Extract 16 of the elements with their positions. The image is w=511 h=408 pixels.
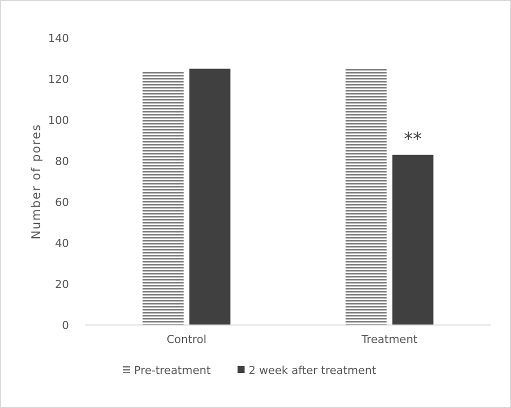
- bar: [189, 68, 230, 325]
- legend-label: 2 week after treatment: [248, 364, 377, 377]
- x-tick-label: Control: [166, 333, 206, 346]
- y-tick-label: 60: [55, 196, 69, 209]
- y-tick-label: 100: [48, 114, 69, 127]
- bar: [392, 154, 434, 325]
- y-tick-label: 0: [62, 318, 69, 332]
- y-tick-label: 140: [48, 32, 69, 45]
- y-tick-label: 40: [55, 236, 69, 250]
- y-tick-label: 120: [48, 72, 69, 86]
- annotation: **: [404, 128, 422, 150]
- legend-label: Pre-treatment: [134, 364, 212, 377]
- x-tick-label: Treatment: [360, 333, 418, 346]
- y-tick-label: 80: [55, 154, 69, 168]
- y-axis-title: Number of pores: [29, 124, 43, 240]
- y-tick-label: 20: [55, 278, 69, 291]
